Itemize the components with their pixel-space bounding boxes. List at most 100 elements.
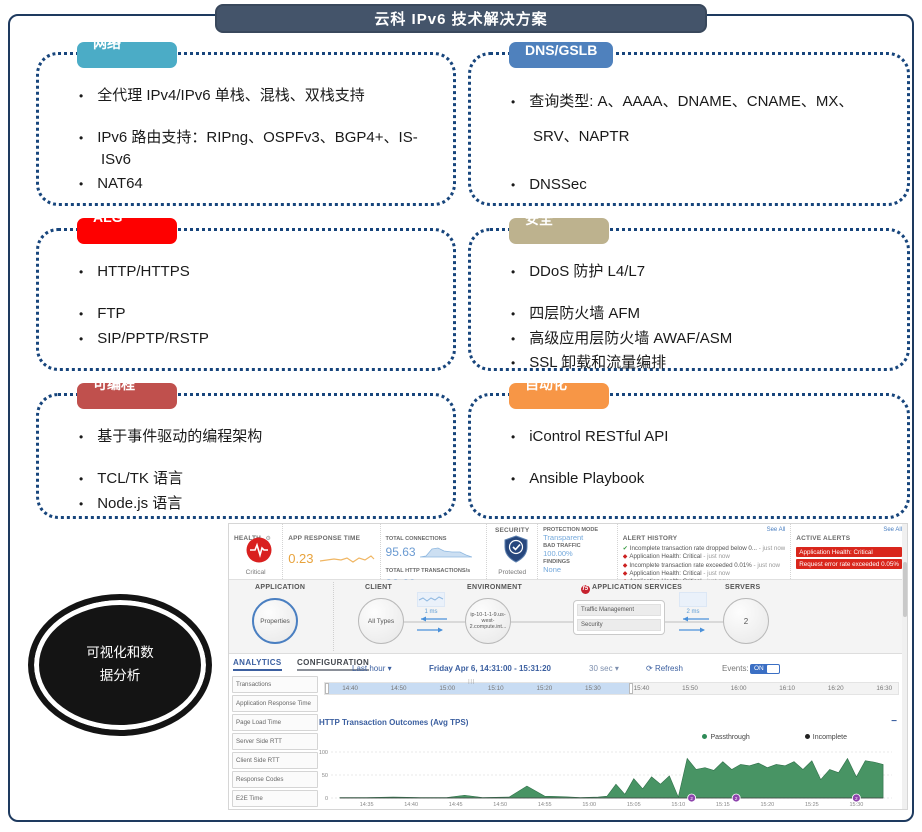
- list-item: NAT64: [79, 173, 435, 195]
- list-item: Ansible Playbook: [511, 468, 889, 490]
- selection-grip[interactable]: |||: [468, 679, 476, 685]
- list-item: IPv6 路由支持：RIPng、OSPFv3、BGP4+、IS-ISv6: [79, 127, 435, 171]
- alert-status-icon: ◆: [622, 571, 628, 578]
- alert-history-item: ◆Application Health: Critical - just now: [622, 570, 730, 578]
- connections-sparkline: [419, 547, 472, 557]
- sidebar-metric-item[interactable]: Client Side RTT: [232, 752, 318, 769]
- dashboard-scrollbar[interactable]: [902, 524, 907, 809]
- sidebar-metric-item[interactable]: Page Load Time: [232, 714, 318, 731]
- active-alert-badge: Request error rate exceeded 0.05%: [796, 559, 903, 569]
- topology-map: APPLICATION CLIENT ENVIRONMENT f5 APPLICA…: [229, 580, 907, 654]
- svg-text:14:50: 14:50: [493, 802, 507, 808]
- service-traffic-management[interactable]: Traffic Management: [577, 604, 661, 616]
- environment-node[interactable]: ip-10-1-1-9.us-west-2.compute.int...: [465, 598, 511, 644]
- servers-node[interactable]: 2: [723, 598, 769, 644]
- refresh-icon: ⟳: [646, 664, 653, 673]
- timeline-scrubber[interactable]: ||| 14:40 14:50 15:00 15:10 15:20 15:30 15:40 1…: [324, 679, 899, 695]
- alert-history-item: ◆Application Health: Critical - just now: [622, 553, 730, 561]
- client-latency-value: 1 ms: [424, 609, 438, 615]
- timeline-tick-label: 15:20: [536, 685, 553, 692]
- svg-text:14:35: 14:35: [360, 802, 374, 808]
- collapse-chart-icon[interactable]: −: [891, 716, 897, 727]
- active-alerts-panel: ACTIVE ALERTS See All Application Health…: [791, 524, 907, 579]
- alert-status-icon: ◆: [622, 562, 628, 569]
- feature-box-automation: 自动化 iControl RESTful API Ansible Playboo…: [468, 383, 910, 519]
- timeline-selection[interactable]: [325, 683, 629, 694]
- application-services-box[interactable]: Traffic Management Security: [573, 600, 665, 635]
- findings-value: None: [543, 565, 562, 574]
- divider: [333, 582, 334, 651]
- traffic-arrows-icon: [679, 616, 709, 633]
- gear-icon[interactable]: ⚙: [265, 536, 271, 542]
- topology-connector: [379, 621, 749, 623]
- chart-title: HTTP Transaction Outcomes (Avg TPS): [319, 718, 469, 727]
- client-node[interactable]: All Types: [358, 598, 404, 644]
- svg-text:15:00: 15:00: [582, 802, 596, 808]
- timeline-tick-label: 15:50: [682, 685, 698, 692]
- list-item: 基于事件驱动的编程架构: [79, 426, 435, 448]
- svg-text:15:30: 15:30: [849, 802, 863, 808]
- events-toggle-label: Events:: [722, 664, 749, 673]
- list-item: 查询类型: A、AAAA、DNAME、CNAME、MX、SRV、NAPTR: [511, 85, 867, 154]
- tps-area-chart[interactable]: 0 50 100 14:35 14:40 14:45 14:50 14:55 15:00 15:0…: [317, 746, 902, 808]
- scrollbar-thumb[interactable]: [902, 562, 907, 617]
- box-header-automation: 自动化: [509, 383, 609, 409]
- timeline-controls: Last hour ▾ Friday Apr 6, 14:31:00 - 15:…: [324, 664, 901, 676]
- timeline-tick-label: 14:50: [390, 685, 407, 692]
- network-list: 全代理 IPv4/IPv6 单栈、混栈、双栈支持 IPv6 路由支持：RIPng…: [39, 55, 453, 195]
- interval-select[interactable]: 30 sec ▾: [589, 664, 619, 673]
- totals-panel: TOTAL CONNECTIONS 95.63 TOTAL HTTP TRANS…: [381, 524, 488, 591]
- alert-history-label: ALERT HISTORY: [622, 535, 678, 542]
- list-item: SSL 卸载和流量编排: [511, 352, 889, 374]
- events-toggle[interactable]: ON: [750, 664, 780, 674]
- alert-status-icon: ◆: [622, 554, 628, 561]
- service-security[interactable]: Security: [577, 619, 661, 631]
- alg-list: HTTP/HTTPS FTP SIP/PPTP/RSTP: [39, 231, 453, 349]
- svg-text:15:25: 15:25: [805, 802, 819, 808]
- timeline-tick-label: 16:10: [779, 685, 796, 692]
- bad-traffic-label: BAD TRAFFIC: [543, 543, 581, 549]
- programmable-list: 基于事件驱动的编程架构 TCL/TK 语言 Node.js 语言: [39, 396, 453, 514]
- box-header-alg: ALG: [77, 218, 177, 244]
- alert-history-item: ✔ Incomplete transaction rate dropped bel…: [622, 545, 786, 552]
- automation-list: iControl RESTful API Ansible Playbook: [471, 396, 907, 490]
- security-status: Protected: [498, 569, 527, 576]
- svg-text:100: 100: [319, 750, 328, 756]
- app-response-label: APP RESPONSE TIME: [288, 535, 361, 542]
- timeline-tick-label: 15:30: [585, 685, 601, 692]
- list-item: TCL/TK 语言: [79, 468, 435, 490]
- traffic-arrows-icon: [417, 616, 447, 633]
- svg-text:2: 2: [690, 796, 693, 801]
- list-item: DNSSec: [511, 174, 867, 196]
- alert-history-panel: ALERT HISTORY See All ✔ Incomplete transa…: [618, 524, 792, 585]
- timeline-tick-label: 15:40: [633, 685, 650, 692]
- selection-handle-left[interactable]: [325, 683, 329, 694]
- tab-analytics[interactable]: ANALYTICS: [233, 658, 282, 671]
- tab-configuration[interactable]: CONFIGURATION: [297, 658, 370, 671]
- sidebar-metric-item[interactable]: Server Side RTT: [232, 733, 318, 750]
- column-header-client: CLIENT: [365, 584, 393, 591]
- latency-sparkline-thumb: [679, 592, 707, 607]
- svg-text:14:45: 14:45: [449, 802, 463, 808]
- svg-text:14:40: 14:40: [404, 802, 418, 808]
- active-alerts-see-all-link[interactable]: See All: [883, 527, 903, 533]
- sidebar-metric-item[interactable]: Transactions: [232, 676, 318, 693]
- sidebar-metric-item[interactable]: Response Codes: [232, 771, 318, 788]
- metrics-sidebar: Transactions Application Response Time P…: [232, 676, 318, 809]
- timeline-tick-label: 16:00: [730, 685, 747, 692]
- sidebar-metric-item[interactable]: Application Response Time: [232, 695, 318, 712]
- range-select[interactable]: Last hour ▾: [352, 664, 392, 673]
- bad-traffic-value: 100.00%: [543, 549, 573, 558]
- security-list: DDoS 防护 L4/L7 四层防火墙 AFM 高级应用层防火墙 AWAF/AS…: [471, 231, 907, 374]
- box-header-network: 网络: [77, 42, 177, 68]
- application-properties-node[interactable]: Properties: [252, 598, 298, 644]
- health-critical-icon: [246, 537, 272, 563]
- protection-mode-label: PROTECTION MODE: [543, 527, 599, 533]
- svg-text:2: 2: [855, 796, 858, 801]
- security-panel: SECURITY Protected: [487, 524, 539, 579]
- sidebar-metric-item[interactable]: E2E Time: [232, 790, 318, 807]
- selection-handle-right[interactable]: [628, 683, 633, 694]
- refresh-button[interactable]: ⟳ Refresh: [646, 664, 683, 673]
- svg-text:14:55: 14:55: [538, 802, 552, 808]
- alert-history-see-all-link[interactable]: See All: [766, 527, 786, 533]
